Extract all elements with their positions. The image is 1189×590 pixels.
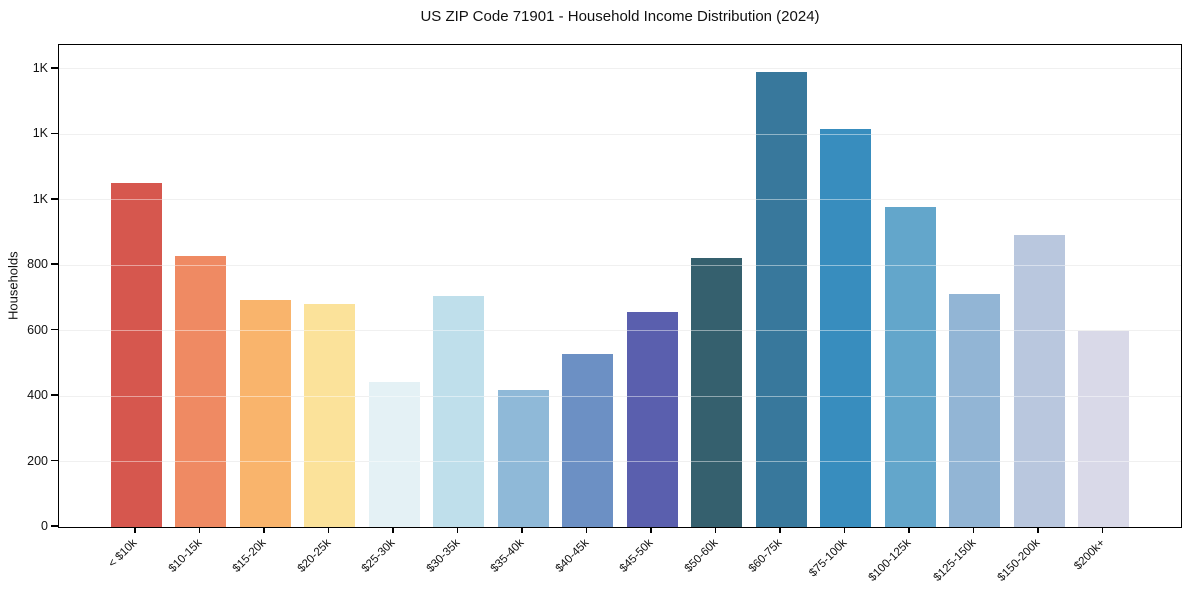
x-tick-mark [456,527,459,533]
x-tick-mark [327,527,330,533]
bar-200k [1078,330,1129,527]
bar-35-40k [497,389,549,527]
y-tick-mark [51,525,58,527]
bar-30-35k [433,295,484,527]
y-tick-label: 200 [27,453,48,468]
x-tick-mark [714,527,717,533]
plot-area [58,44,1182,528]
x-tick-mark [134,527,136,533]
x-tick-mark [1037,527,1039,533]
bar-150-200k [1013,235,1065,527]
gridline [59,133,1181,135]
bar-10k [110,183,162,527]
gridline-overlay [59,461,1181,463]
bar-10-15k [175,256,226,527]
bar-40-45k [562,354,613,527]
gridline-overlay [59,395,1181,397]
x-tick-mark [779,527,781,533]
y-tick-mark [51,132,58,135]
gridline [59,395,1181,397]
chart-title: US ZIP Code 71901 - Household Income Dis… [420,8,820,25]
y-tick-mark [51,394,58,396]
bar-45-50k [626,312,678,527]
x-tick-mark [585,527,588,533]
gridline-overlay [59,133,1181,135]
gridline-overlay [59,199,1181,201]
y-tick-mark [51,67,58,69]
gridline [59,199,1181,201]
x-tick-mark [1101,527,1104,533]
bar-25-30k [368,382,420,527]
y-tick-label: 600 [27,322,48,337]
x-tick-mark [972,527,975,533]
x-tick-mark [908,527,910,533]
y-tick-mark [51,263,58,265]
gridline-overlay [59,68,1181,70]
x-tick-label: < $10k [106,537,140,571]
y-tick-label: 800 [27,257,48,272]
y-tick-label: 1K [32,191,48,206]
x-tick-mark [392,527,394,533]
gridline [59,68,1181,70]
y-tick-mark [51,459,58,462]
x-tick-mark [521,527,523,533]
bar-125-150k [949,294,1000,527]
bar-100-125k [884,207,936,527]
y-tick-label: 1K [32,60,48,75]
gridline-overlay [59,330,1181,332]
gridline [59,461,1181,463]
y-tick-label: 0 [41,519,48,533]
x-tick-mark [650,527,652,533]
bar-50-60k [691,257,742,527]
y-tick-label: 1K [32,126,48,141]
gridline-overlay [59,264,1181,266]
x-tick-mark [263,527,265,533]
x-tick-mark [843,527,846,533]
bar-15-20k [239,299,291,527]
y-tick-mark [51,198,58,200]
gridline [59,264,1181,266]
y-tick-label: 400 [27,388,48,403]
bar-75-100k [820,129,871,527]
gridline [59,330,1181,332]
x-tick-mark [198,527,201,533]
bar-20-25k [304,303,355,527]
y-tick-mark [51,328,58,331]
bar-60-75k [755,72,807,527]
